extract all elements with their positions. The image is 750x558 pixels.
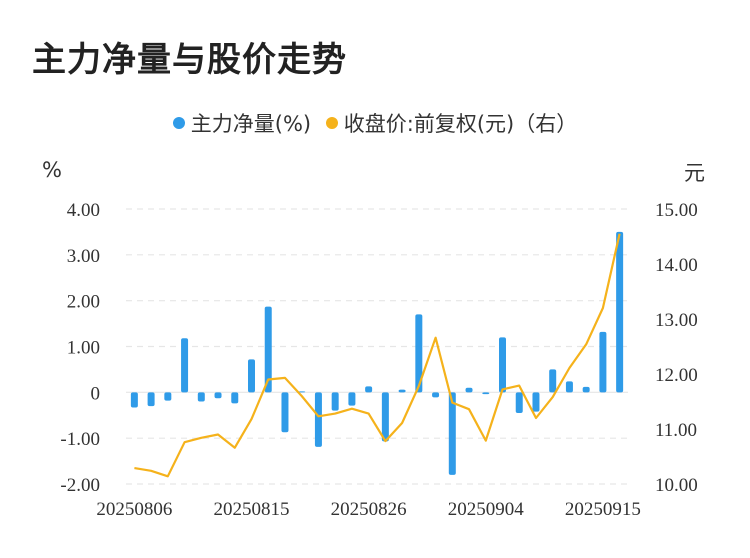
bar <box>348 392 356 406</box>
left-axis-unit: % <box>42 158 62 182</box>
legend-dot-icon <box>172 117 185 129</box>
chart-title: 主力净量与股价走势 <box>32 40 347 80</box>
x-tick-label: 20250815 <box>214 499 290 520</box>
bar <box>381 392 389 442</box>
legend-label-close-price: 收盘价:前复权(元)（右） <box>343 112 578 136</box>
bar <box>248 359 255 393</box>
bar <box>197 392 205 402</box>
bar <box>181 338 189 393</box>
right-tick-label: 10.00 <box>655 475 698 496</box>
legend-item-close-price[interactable]: 收盘价:前复权(元)（右） <box>325 108 578 138</box>
bar <box>281 392 289 433</box>
bar <box>147 392 155 407</box>
legend: 主力净量(%) 收盘价:前复权(元)（右） <box>0 108 750 138</box>
right-tick-label: 13.00 <box>655 310 698 331</box>
bar <box>565 381 573 393</box>
bar <box>515 392 523 413</box>
left-tick-label: 2.00 <box>67 292 100 313</box>
bar <box>415 314 423 393</box>
x-tick-label: 20250826 <box>331 499 407 520</box>
right-tick-label: 15.00 <box>655 200 698 221</box>
left-tick-label: 4.00 <box>67 200 100 221</box>
right-tick-label: 14.00 <box>655 255 698 276</box>
bar <box>214 392 222 399</box>
bar <box>398 389 406 393</box>
bar <box>231 392 239 404</box>
right-tick-label: 12.00 <box>655 365 698 386</box>
right-tick-label: 11.00 <box>655 420 697 441</box>
price-line <box>134 233 621 478</box>
x-tick-label: 20250904 <box>448 499 525 520</box>
x-tick-label: 20250915 <box>565 499 641 520</box>
left-tick-label: 0 <box>91 383 101 404</box>
bar <box>482 392 490 395</box>
bar <box>314 392 322 447</box>
bar <box>130 392 138 408</box>
bar <box>616 231 624 393</box>
x-tick-label: 20250806 <box>96 499 172 520</box>
bar <box>331 392 339 411</box>
right-axis-unit: 元 <box>684 161 705 185</box>
bar <box>549 369 557 393</box>
legend-label-net-volume: 主力净量(%) <box>190 112 312 136</box>
bar <box>164 392 172 401</box>
bar <box>298 391 306 393</box>
left-tick-label: 1.00 <box>67 338 100 359</box>
bar <box>499 337 506 393</box>
bar <box>365 386 373 393</box>
bar <box>432 392 440 398</box>
bar <box>448 392 456 475</box>
bar <box>465 387 473 393</box>
bar <box>599 331 607 393</box>
bar <box>532 392 540 412</box>
bar <box>264 306 272 393</box>
left-tick-label: -2.00 <box>60 475 100 496</box>
bar <box>582 386 590 393</box>
left-tick-label: 3.00 <box>67 246 100 267</box>
left-tick-label: -1.00 <box>60 429 100 450</box>
legend-item-net-volume[interactable]: 主力净量(%) <box>172 108 312 138</box>
legend-dot-icon <box>325 117 338 129</box>
